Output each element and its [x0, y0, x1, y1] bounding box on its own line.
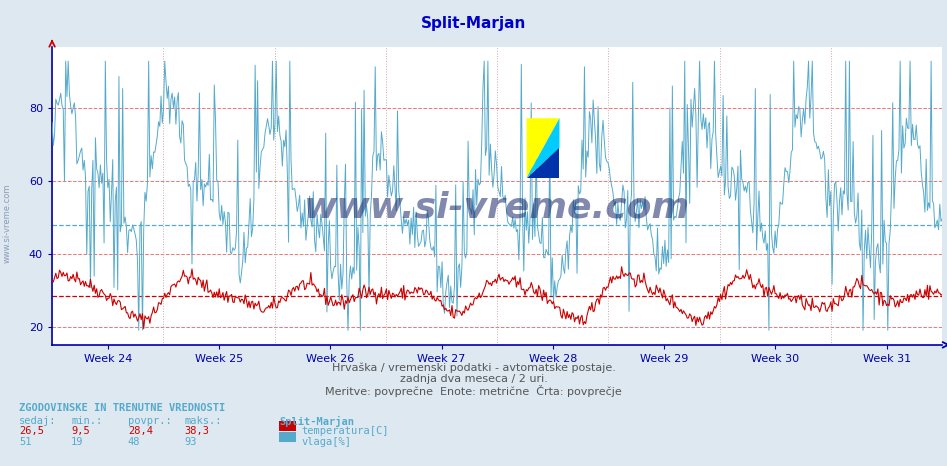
Text: Hrvaška / vremenski podatki - avtomatske postaje.: Hrvaška / vremenski podatki - avtomatske… — [331, 363, 616, 373]
Text: www.si-vreme.com: www.si-vreme.com — [304, 191, 690, 225]
Polygon shape — [527, 148, 560, 178]
Text: povpr.:: povpr.: — [128, 416, 171, 425]
Text: vlaga[%]: vlaga[%] — [301, 437, 351, 447]
Text: www.si-vreme.com: www.si-vreme.com — [3, 184, 12, 263]
Text: Split-Marjan: Split-Marjan — [420, 16, 527, 31]
Text: Meritve: povprečne  Enote: metrične  Črta: povprečje: Meritve: povprečne Enote: metrične Črta:… — [325, 385, 622, 397]
Text: sedaj:: sedaj: — [19, 416, 57, 425]
Text: 9,5: 9,5 — [71, 426, 90, 436]
Text: 19: 19 — [71, 437, 83, 447]
Text: ZGODOVINSKE IN TRENUTNE VREDNOSTI: ZGODOVINSKE IN TRENUTNE VREDNOSTI — [19, 403, 225, 413]
Text: Split-Marjan: Split-Marjan — [279, 416, 354, 427]
Text: 51: 51 — [19, 437, 31, 447]
Text: 28,4: 28,4 — [128, 426, 152, 436]
Text: maks.:: maks.: — [185, 416, 223, 425]
Text: zadnja dva meseca / 2 uri.: zadnja dva meseca / 2 uri. — [400, 374, 547, 384]
Text: 93: 93 — [185, 437, 197, 447]
Text: 48: 48 — [128, 437, 140, 447]
Polygon shape — [527, 118, 560, 178]
Text: min.:: min.: — [71, 416, 102, 425]
Polygon shape — [527, 118, 560, 178]
Text: temperatura[C]: temperatura[C] — [301, 426, 388, 436]
Text: 26,5: 26,5 — [19, 426, 44, 436]
Text: 38,3: 38,3 — [185, 426, 209, 436]
